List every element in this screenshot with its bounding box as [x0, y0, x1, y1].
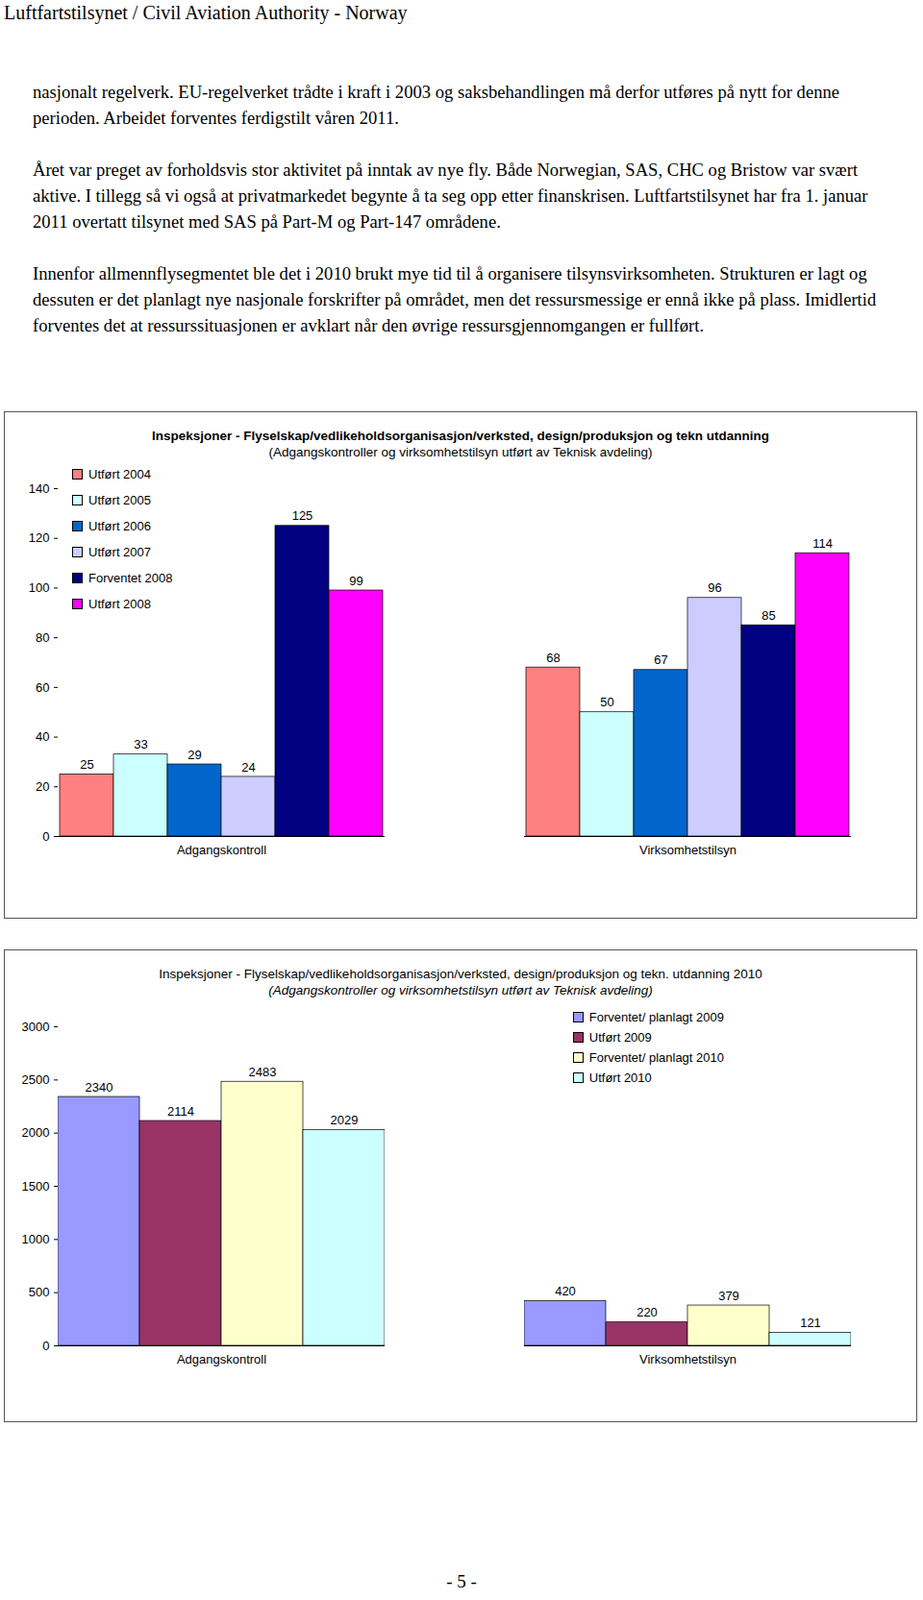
- svg-text:500: 500: [28, 1285, 50, 1300]
- svg-text:0: 0: [42, 1339, 50, 1354]
- html-text:Innenfor allmennflysegmentet b: Innenfor allmennflysegmentet ble det i 2…: [32, 263, 877, 336]
- svg-text:33: 33: [133, 737, 148, 752]
- html-text:Luftfartstilsynet / Civil Avia: Luftfartstilsynet / Civil Aviation Autho…: [3, 1, 408, 24]
- svg-text:1500: 1500: [22, 1179, 50, 1195]
- html-text:Inspeksjoner - Flyselskap/vedl: Inspeksjoner - Flyselskap/vedlikeholdsor…: [151, 428, 770, 444]
- html-text:Året var preget av forholdsvis: Året var preget av forholdsvis stor akti…: [32, 159, 868, 232]
- html-text:(Adgangskontroller og virksomh: (Adgangskontroller og virksomhetstilsyn …: [268, 983, 653, 998]
- svg-text:25: 25: [79, 757, 94, 773]
- svg-text:379: 379: [718, 1289, 740, 1304]
- svg-text:67: 67: [653, 652, 668, 668]
- svg-text:24: 24: [241, 760, 255, 775]
- html-text:Utført 2005: Utført 2005: [88, 493, 151, 508]
- html-text:Utført 2010: Utført 2010: [589, 1071, 652, 1086]
- svg-text:2114: 2114: [167, 1104, 195, 1120]
- svg-text:114: 114: [812, 536, 833, 551]
- svg-text:3000: 3000: [22, 1020, 50, 1035]
- svg-text:60: 60: [35, 680, 50, 696]
- svg-text:220: 220: [636, 1305, 658, 1321]
- svg-text:120: 120: [28, 530, 50, 546]
- svg-text:68: 68: [546, 650, 560, 666]
- html-text:Utført 2007: Utført 2007: [88, 545, 151, 560]
- svg-text:20: 20: [35, 779, 50, 795]
- svg-text:2340: 2340: [85, 1080, 114, 1096]
- html-text:Utført 2008: Utført 2008: [88, 597, 151, 612]
- svg-text:96: 96: [707, 580, 722, 596]
- svg-text:Virksomhetstilsyn: Virksomhetstilsyn: [639, 1352, 737, 1368]
- svg-text:50: 50: [599, 695, 614, 710]
- html-text:Forventet 2008: Forventet 2008: [88, 571, 173, 586]
- svg-text:2483: 2483: [249, 1065, 277, 1080]
- svg-text:29: 29: [187, 748, 201, 763]
- svg-text:1000: 1000: [22, 1232, 50, 1248]
- svg-text:121: 121: [799, 1316, 822, 1331]
- svg-text:140: 140: [28, 481, 50, 497]
- svg-text:99: 99: [349, 573, 363, 589]
- svg-text:100: 100: [28, 580, 50, 596]
- svg-text:Adgangskontroll: Adgangskontroll: [176, 1352, 267, 1368]
- html-text:Forventet/ planlagt 2009: Forventet/ planlagt 2009: [589, 1010, 724, 1025]
- html-text:Utført 2009: Utført 2009: [589, 1030, 652, 1046]
- svg-text:0: 0: [42, 829, 50, 845]
- svg-text:Adgangskontroll: Adgangskontroll: [176, 843, 267, 858]
- svg-text:420: 420: [554, 1284, 576, 1299]
- html-text:Utført 2004: Utført 2004: [88, 467, 151, 482]
- html-text:Inspeksjoner - Flyselskap/vedl: Inspeksjoner - Flyselskap/vedlikeholdsor…: [158, 967, 763, 982]
- html-text:(Adgangskontroller og virksomh: (Adgangskontroller og virksomhetstilsyn …: [268, 445, 653, 460]
- svg-text:2000: 2000: [22, 1125, 50, 1141]
- svg-text:2029: 2029: [330, 1113, 359, 1128]
- svg-text:125: 125: [292, 508, 314, 524]
- svg-text:85: 85: [761, 608, 775, 624]
- html-text:Forventet/ planlagt 2010: Forventet/ planlagt 2010: [589, 1050, 724, 1066]
- svg-text:40: 40: [35, 729, 50, 745]
- svg-text:Virksomhetstilsyn: Virksomhetstilsyn: [639, 843, 737, 858]
- html-text:- 5 -: - 5 -: [446, 1571, 477, 1593]
- html-text:nasjonalt regelverk. EU-regelv: nasjonalt regelverk. EU-regelverket tråd…: [32, 81, 840, 128]
- svg-text:80: 80: [35, 630, 50, 646]
- svg-text:2500: 2500: [22, 1072, 50, 1088]
- html-text:Utført 2006: Utført 2006: [88, 519, 151, 534]
